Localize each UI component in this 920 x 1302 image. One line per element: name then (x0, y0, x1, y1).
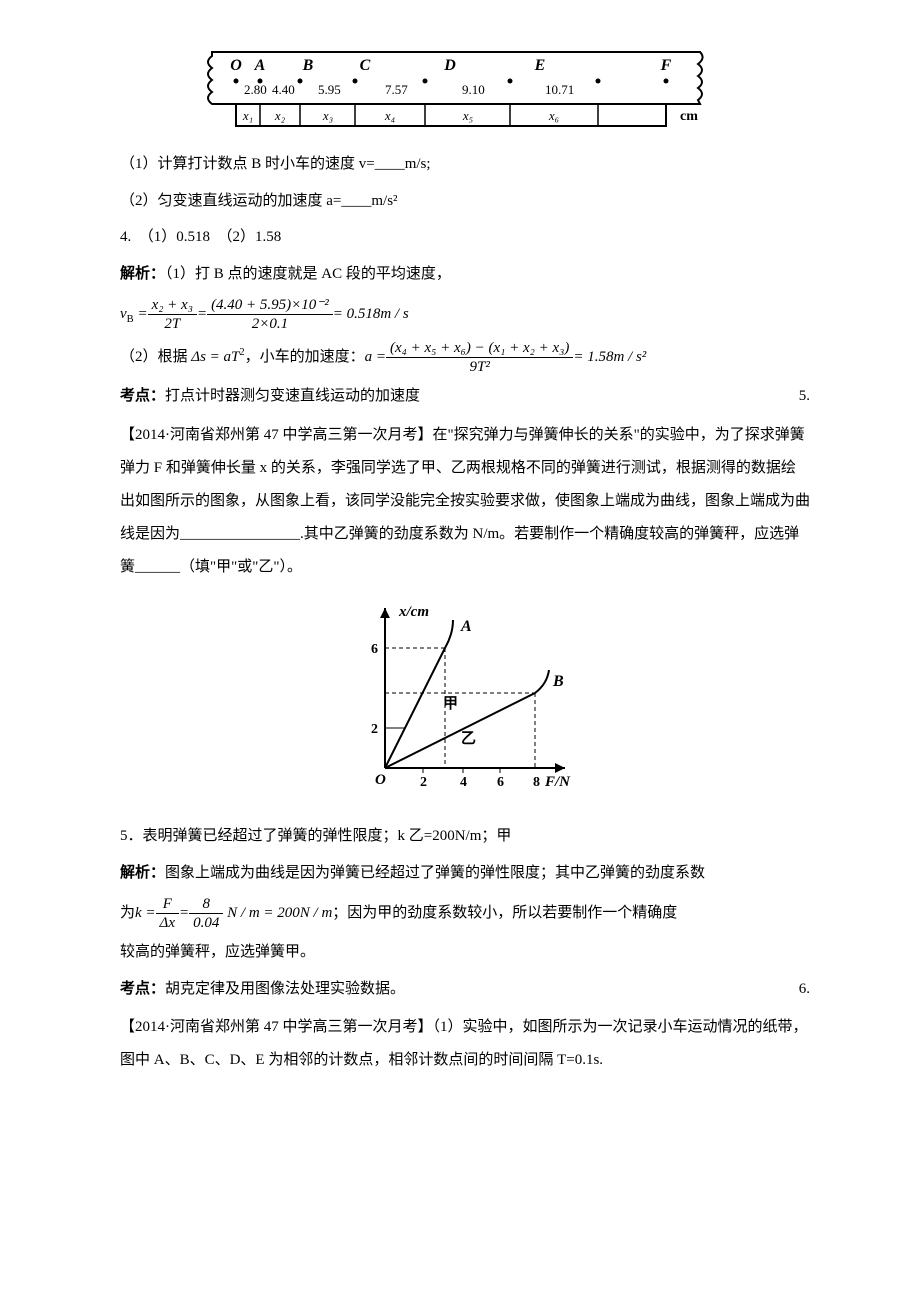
tape-diagram: O A B C D E F 2.80 4.40 5.95 7.57 9.10 1… (200, 40, 730, 130)
question-1: （1）计算打计数点 B 时小车的速度 v=____m/s; (120, 150, 810, 179)
solution-5-line1: 解析：图象上端成为曲线是因为弹簧已经超过了弹簧的弹性限度；其中乙弹簧的劲度系数 (120, 859, 810, 888)
svg-text:8: 8 (533, 775, 540, 790)
svg-text:B: B (552, 673, 564, 690)
sol5-pre: 为 (120, 899, 135, 928)
kaodian-1: 考点：打点计时器测匀变速直线运动的加速度 5. (120, 382, 810, 411)
problem-5: 【2014·河南省郑州第 47 中学高三第一次月考】在"探究弹力与弹簧伸长的关系… (120, 419, 810, 584)
graph-container: x/cm F/N 2 6 2 4 6 8 O A B 甲 乙 (120, 598, 810, 809)
svg-text:A: A (460, 618, 472, 635)
sol2-mid: ，小车的加速度： (245, 343, 365, 372)
svg-text:D: D (443, 57, 456, 74)
svg-text:cm: cm (680, 109, 698, 124)
svg-text:C: C (360, 57, 371, 74)
spring-graph: x/cm F/N 2 6 2 4 6 8 O A B 甲 乙 (345, 598, 585, 798)
kaodian-label-2: 考点： (120, 981, 165, 997)
solution-1-text: （1）打 B 点的速度就是 AC 段的平均速度， (165, 266, 451, 282)
svg-text:2: 2 (420, 775, 427, 790)
svg-text:乙: 乙 (461, 731, 476, 747)
kaodian-1-text: 打点计时器测匀变速直线运动的加速度 (165, 388, 420, 404)
equation-a: （2）根据 Δs = aT2 ，小车的加速度： a = (x₄ + x₅ + x… (120, 339, 810, 376)
tape-svg: O A B C D E F 2.80 4.40 5.95 7.57 9.10 1… (200, 40, 730, 130)
svg-text:4: 4 (460, 775, 467, 790)
svg-text:9.10: 9.10 (462, 82, 485, 97)
svg-text:O: O (375, 772, 386, 788)
equation-k: 为 k = F Δx = 8 0.04 N / m = 200N / m ；因为… (120, 895, 810, 932)
sol2-pre: （2）根据 (120, 343, 188, 372)
svg-text:x₄: x₄ (384, 108, 396, 123)
svg-text:4.40: 4.40 (272, 82, 295, 97)
svg-text:x/cm: x/cm (398, 604, 429, 620)
svg-text:A: A (254, 57, 266, 74)
svg-text:7.57: 7.57 (385, 82, 408, 97)
svg-text:x₅: x₅ (462, 108, 473, 123)
sol5-text1: 图象上端成为曲线是因为弹簧已经超过了弹簧的弹性限度；其中乙弹簧的劲度系数 (165, 865, 705, 881)
svg-text:10.71: 10.71 (545, 82, 574, 97)
kaodian-label: 考点： (120, 388, 165, 404)
svg-text:x₆: x₆ (548, 108, 559, 123)
answer-5: 5．表明弹簧已经超过了弹簧的弹性限度；k 乙=200N/m；甲 (120, 822, 810, 851)
kaodian-2: 考点：胡克定律及用图像法处理实验数据。 6. (120, 975, 810, 1004)
question-2: （2）匀变速直线运动的加速度 a=____m/s² (120, 187, 810, 216)
number-5: 5. (799, 382, 810, 411)
number-6: 6. (799, 975, 810, 1004)
svg-text:x₂: x₂ (274, 108, 286, 123)
kaodian-2-text: 胡克定律及用图像法处理实验数据。 (165, 981, 405, 997)
svg-text:F: F (660, 57, 672, 74)
svg-text:O: O (230, 57, 242, 74)
svg-text:5.95: 5.95 (318, 82, 341, 97)
solution-5-line3: 较高的弹簧秤，应选弹簧甲。 (120, 938, 810, 967)
svg-text:B: B (302, 57, 314, 74)
solution-label: 解析： (120, 266, 165, 282)
sol5-post: ；因为甲的劲度系数较小，所以若要制作一个精确度 (332, 899, 677, 928)
svg-text:F/N: F/N (544, 774, 571, 790)
svg-text:2.80: 2.80 (244, 82, 267, 97)
solution-1-intro: 解析：（1）打 B 点的速度就是 AC 段的平均速度， (120, 260, 810, 289)
svg-text:2: 2 (371, 722, 378, 737)
svg-text:x₃: x₃ (322, 108, 333, 123)
svg-text:6: 6 (371, 642, 378, 657)
answer-4: 4. （1）0.518 （2）1.58 (120, 223, 810, 252)
svg-text:6: 6 (497, 775, 504, 790)
svg-text:x₁: x₁ (242, 108, 253, 123)
svg-text:甲: 甲 (443, 695, 458, 712)
solution-label-2: 解析： (120, 865, 165, 881)
equation-vb: vB = x₂ + x₃ 2T = (4.40 + 5.95)×10⁻² 2×0… (120, 296, 810, 333)
svg-text:E: E (534, 57, 546, 74)
problem-6: 【2014·河南省郑州第 47 中学高三第一次月考】（1）实验中，如图所示为一次… (120, 1011, 810, 1077)
